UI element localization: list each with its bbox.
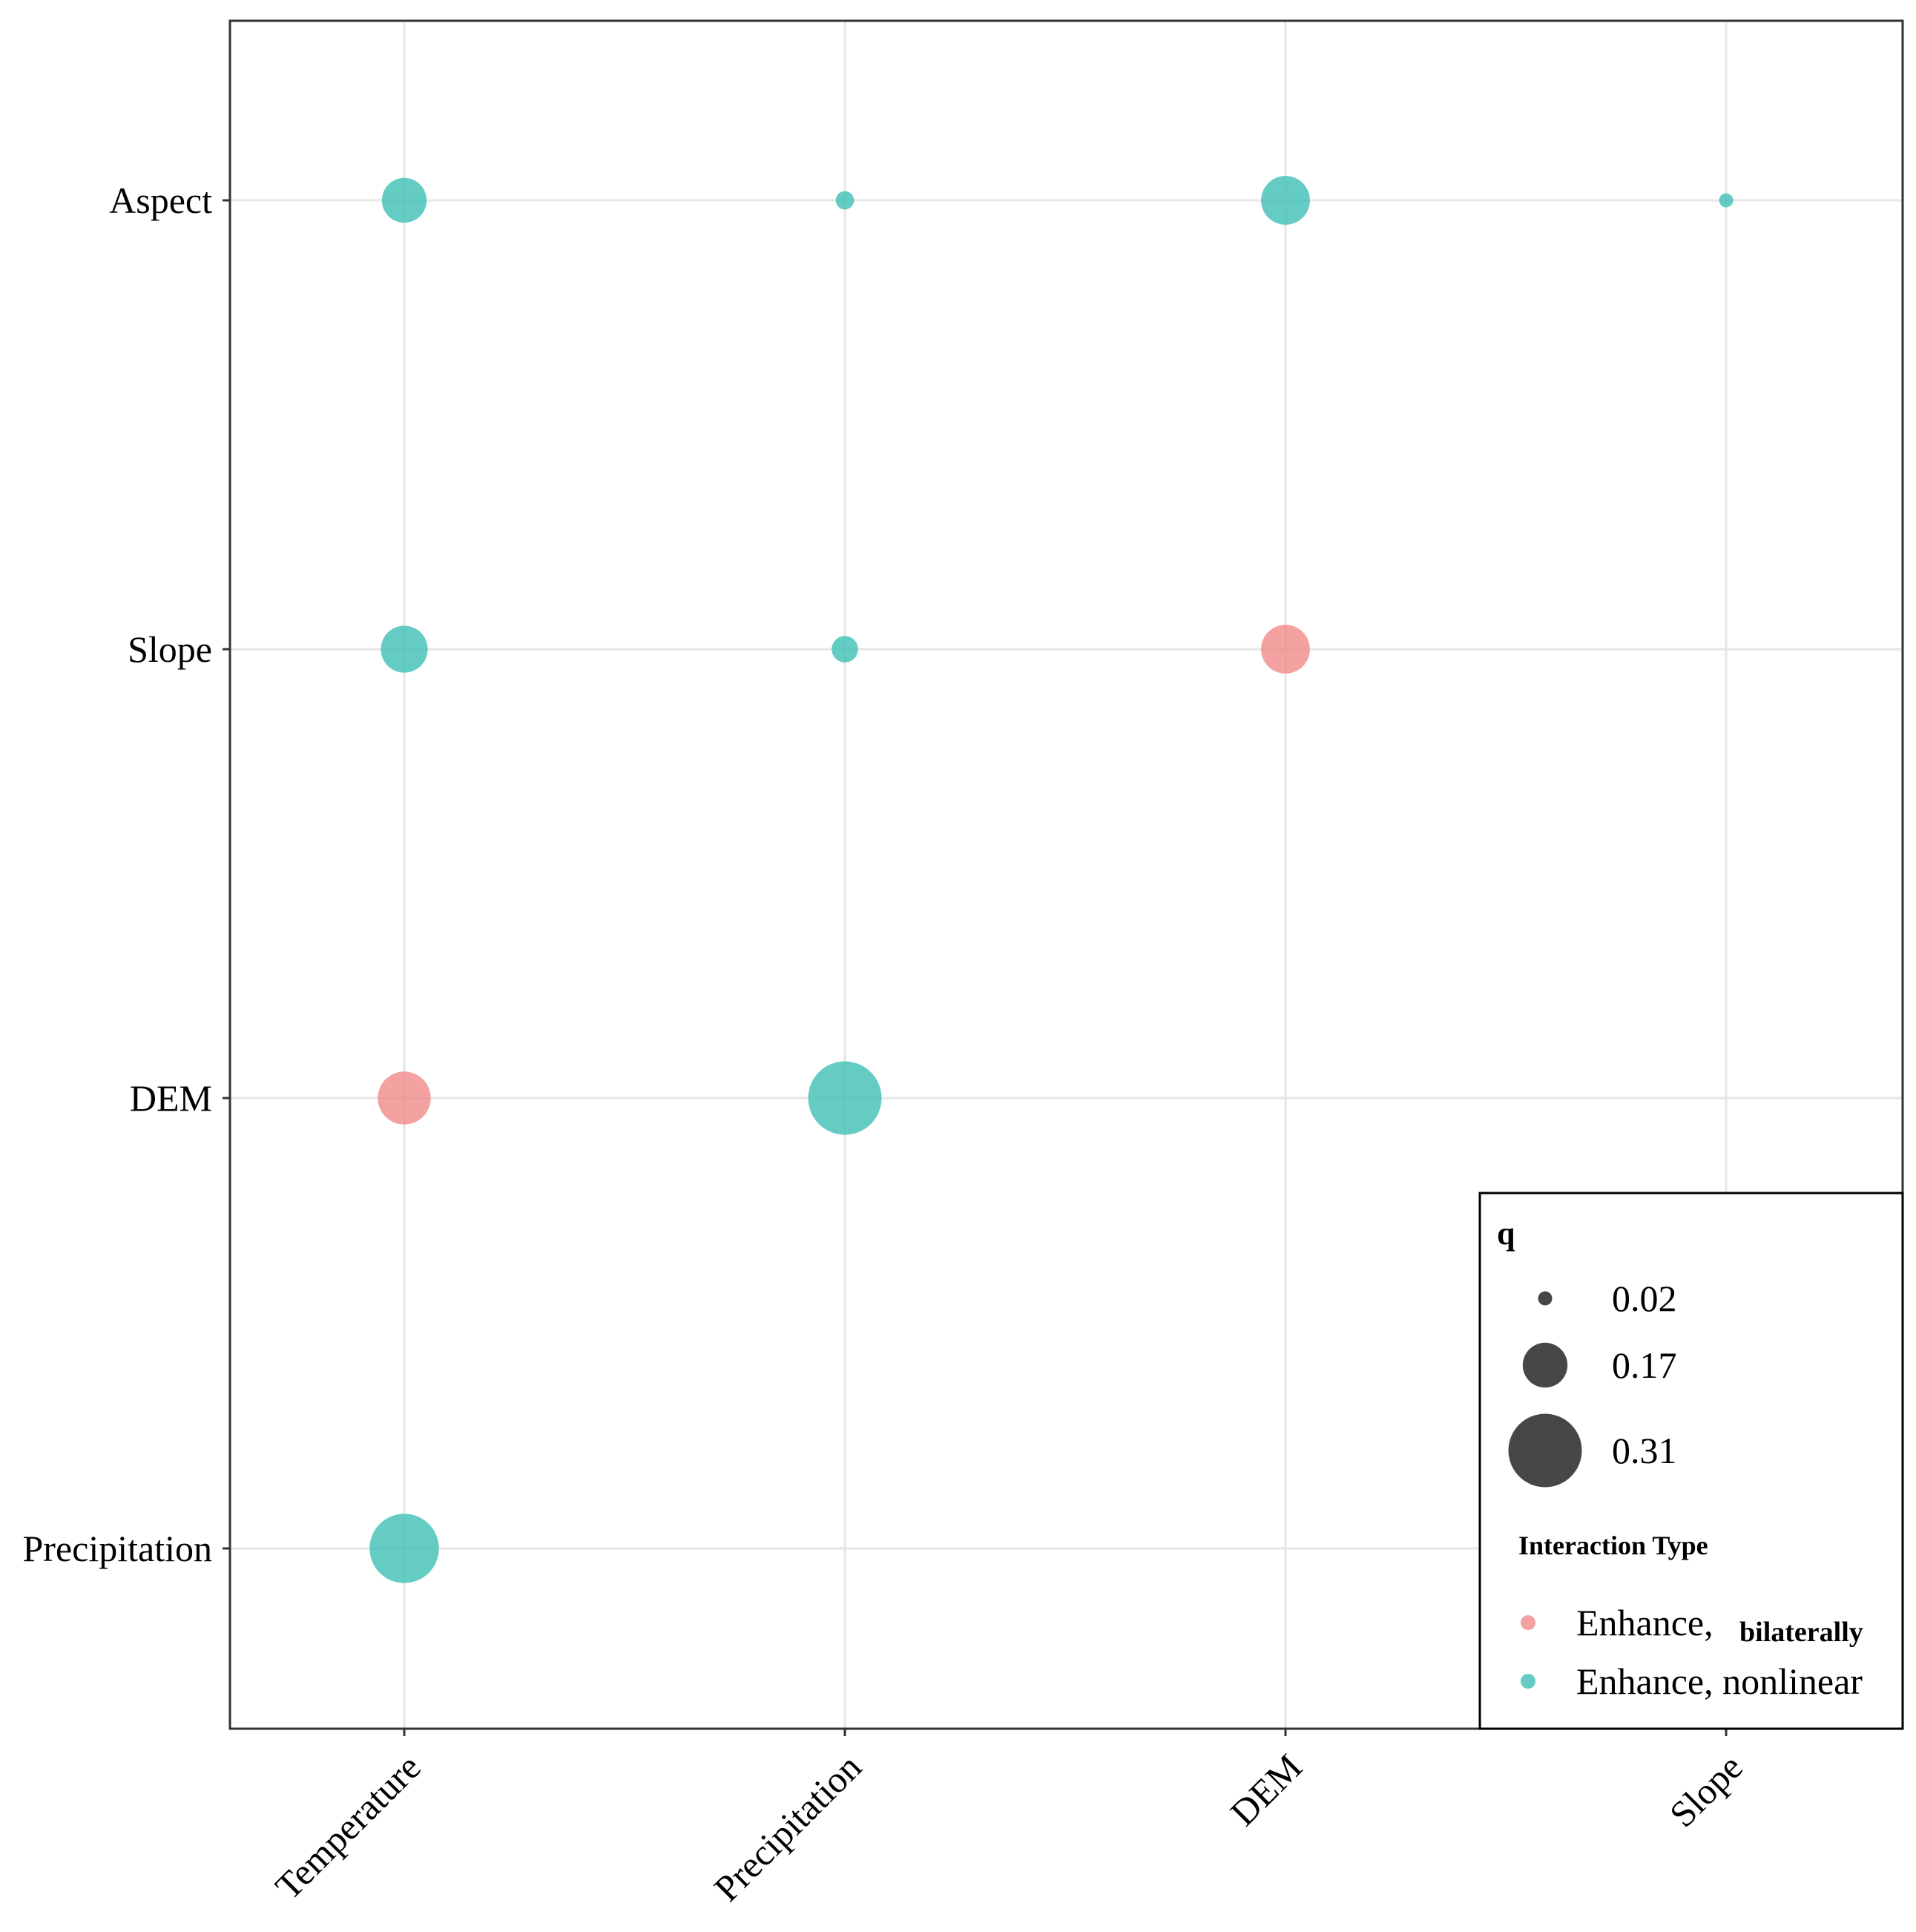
y-tick-label-aspect: Aspect [109, 180, 212, 221]
point-precipitation-slope [832, 636, 858, 663]
point-temperature-slope [381, 625, 428, 673]
legend-label-bilateral: Enhance, bilaterally [1576, 1602, 1863, 1648]
y-tick-label-precipitation: Precipitation [23, 1528, 213, 1569]
legend-item-bilateral: Enhance, bilaterally [1521, 1602, 1863, 1648]
plot-panel-border [228, 19, 1904, 1730]
size-legend-label-0: 0.02 [1612, 1278, 1677, 1319]
point-precipitation-dem [808, 1061, 882, 1135]
point-precipitation-aspect [835, 191, 855, 210]
data-points [369, 176, 1734, 1583]
legend-item-nonlinear: Enhance, nonlinear [1521, 1660, 1863, 1702]
legend-label-bilateral-emphasis: bilaterally [1739, 1617, 1863, 1648]
size-legend-title: q [1497, 1215, 1515, 1252]
point-temperature-aspect [381, 177, 427, 223]
grid [230, 21, 1903, 1729]
y-tick-label-slope: Slope [128, 628, 212, 670]
legend: q 0.02 0.17 0.31 Interaction Type Enhance,… [1478, 1192, 1904, 1730]
size-legend-label-2: 0.31 [1612, 1430, 1677, 1471]
point-dem-aspect [1261, 176, 1310, 225]
point-temperature-dem [378, 1071, 431, 1125]
size-legend-label-1: 0.17 [1612, 1344, 1677, 1386]
legend-label-bilateral-main: Enhance, [1576, 1602, 1722, 1643]
size-legend-key-2 [1508, 1413, 1582, 1488]
size-legend-key-1 [1522, 1342, 1568, 1388]
legend-key-bilateral [1521, 1615, 1535, 1630]
legend-key-nonlinear [1521, 1674, 1535, 1689]
size-legend-key-0 [1538, 1291, 1553, 1306]
y-tick-label-dem: DEM [130, 1077, 212, 1119]
point-temperature-precipitation [369, 1514, 439, 1583]
size-legend: 0.02 0.17 0.31 [1508, 1278, 1677, 1488]
color-legend-title: Interaction Type [1518, 1531, 1708, 1560]
legend-label-nonlinear: Enhance, nonlinear [1576, 1660, 1863, 1702]
point-slope-aspect [1719, 193, 1734, 208]
point-dem-slope [1261, 625, 1310, 674]
